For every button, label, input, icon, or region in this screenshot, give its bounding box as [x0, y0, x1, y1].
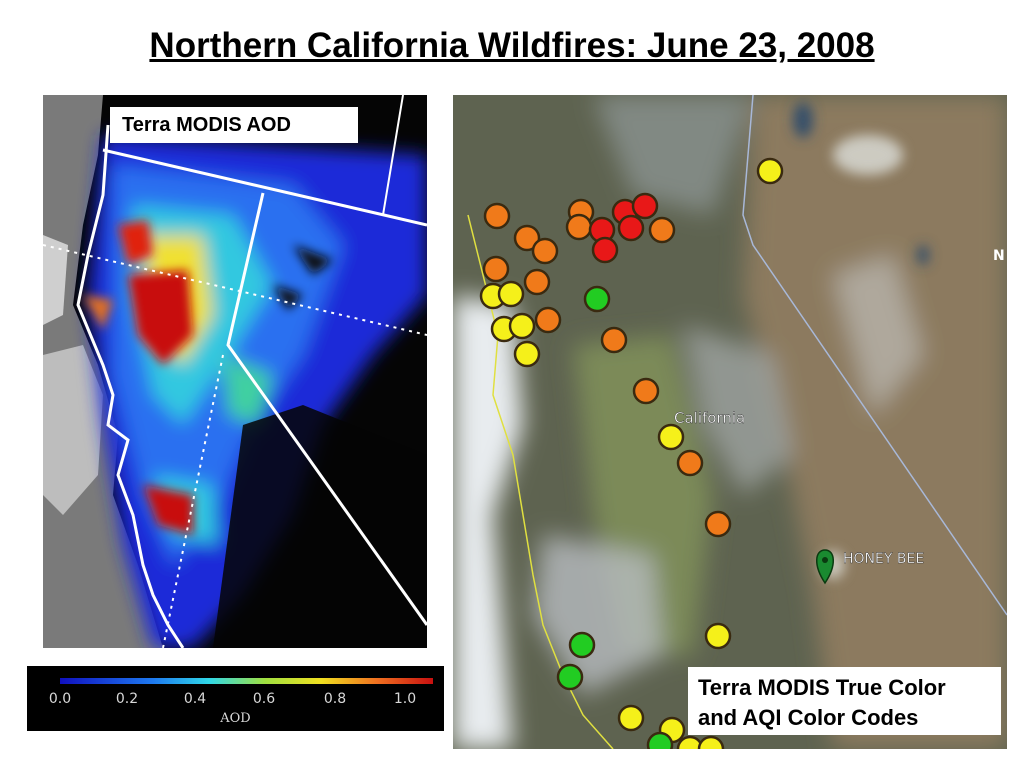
place-label: HONEY BEE	[843, 551, 924, 567]
edge-label: N	[993, 248, 1005, 264]
truecolor-panel-label: Terra MODIS True Color and AQI Color Cod…	[688, 667, 1001, 735]
aod-map-image	[43, 95, 427, 648]
truecolor-map: California HONEY BEE N	[453, 95, 1007, 749]
page-title: Northern California Wildfires: June 23, …	[149, 26, 875, 65]
colorbar-tick: 0.8	[323, 691, 347, 707]
aod-map	[43, 95, 427, 648]
state-label: California	[674, 409, 745, 427]
colorbar-tick: 1.0	[393, 691, 417, 707]
colorbar-tick: 0.4	[183, 691, 207, 707]
truecolor-label-line1: Terra MODIS True Color	[698, 675, 946, 700]
colorbar-tick: 0.6	[252, 691, 276, 707]
map-pin-icon	[816, 549, 834, 585]
colorbar-tick: 0.0	[48, 691, 72, 707]
aod-panel-label: Terra MODIS AOD	[110, 107, 358, 143]
truecolor-map-image: California HONEY BEE N	[453, 95, 1007, 749]
colorbar-tick: 0.2	[115, 691, 139, 707]
colorbar-label: AOD	[220, 711, 251, 726]
colorbar-gradient	[60, 678, 433, 684]
aod-colorbar: 0.0 0.2 0.4 0.6 0.8 1.0 AOD	[27, 666, 444, 731]
truecolor-label-line2: and AQI Color Codes	[698, 705, 919, 730]
